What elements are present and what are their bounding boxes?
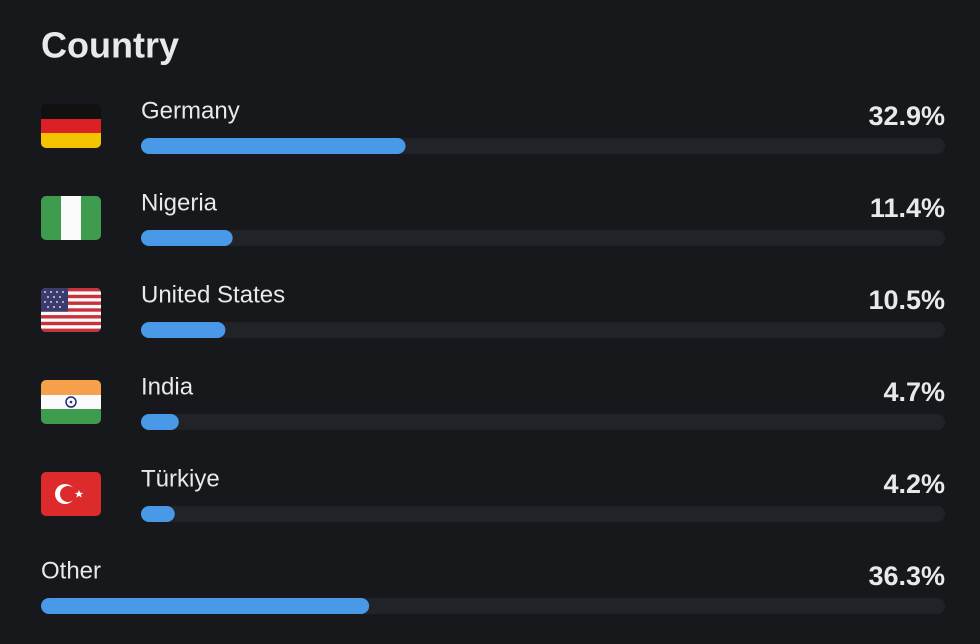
flag: [41, 380, 101, 424]
country-name: Germany: [141, 97, 240, 124]
value-label: 4.7%: [883, 377, 945, 407]
country-name: United States: [141, 281, 285, 308]
value-label: 4.2%: [883, 469, 945, 499]
country-name: India: [141, 373, 194, 400]
flag: [41, 472, 101, 516]
flag: [41, 288, 101, 332]
bar-track: [141, 322, 945, 338]
panel-title: Country: [41, 25, 179, 66]
value-label: 36.3%: [868, 561, 945, 591]
country-name: Nigeria: [141, 189, 218, 216]
bar: [141, 138, 406, 154]
value-label: 11.4%: [870, 193, 945, 223]
bar: [141, 322, 226, 338]
bar: [41, 598, 370, 614]
flag: [41, 196, 101, 240]
flag: [41, 104, 101, 148]
value-label: 10.5%: [868, 285, 945, 315]
bar-track: [141, 414, 945, 430]
value-label: 32.9%: [868, 101, 945, 131]
bar-track: [141, 506, 945, 522]
bar-track: [141, 230, 945, 246]
country-name: Other: [41, 557, 101, 584]
bar: [141, 506, 175, 522]
country-name: Türkiye: [141, 465, 220, 492]
bar: [141, 230, 233, 246]
bar: [141, 414, 179, 430]
